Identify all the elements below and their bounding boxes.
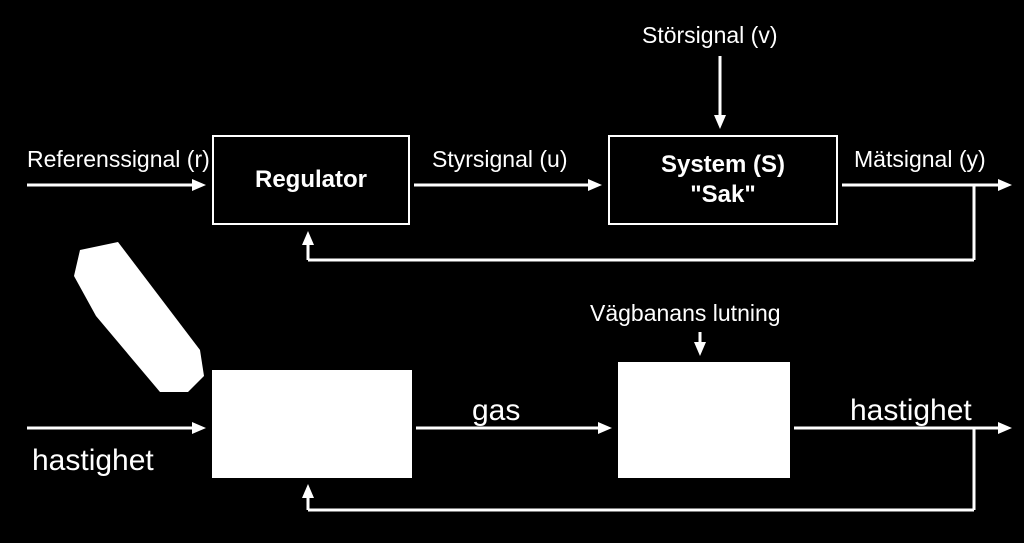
output-signal-label: Mätsignal (y) <box>854 146 986 173</box>
speed-in-label: hastighet <box>32 444 154 478</box>
system-block-example <box>618 362 790 478</box>
system-label-line1: System (S) <box>661 150 785 180</box>
system-block: System (S) "Sak" <box>608 135 838 225</box>
control-signal-label: Styrsignal (u) <box>432 146 567 173</box>
regulator-label: Regulator <box>255 166 367 194</box>
speed-out-label: hastighet <box>850 394 972 428</box>
controller-block-example <box>212 370 412 478</box>
system-label-line2: "Sak" <box>690 180 755 210</box>
disturbance-signal-label: Störsignal (v) <box>642 22 777 49</box>
reference-signal-label: Referenssignal (r) <box>27 146 210 173</box>
gas-label: gas <box>472 394 520 428</box>
road-slope-label: Vägbanans lutning <box>590 300 781 327</box>
diagram-stage: Regulator System (S) "Sak" Referenssigna… <box>0 0 1024 543</box>
regulator-block: Regulator <box>212 135 410 225</box>
